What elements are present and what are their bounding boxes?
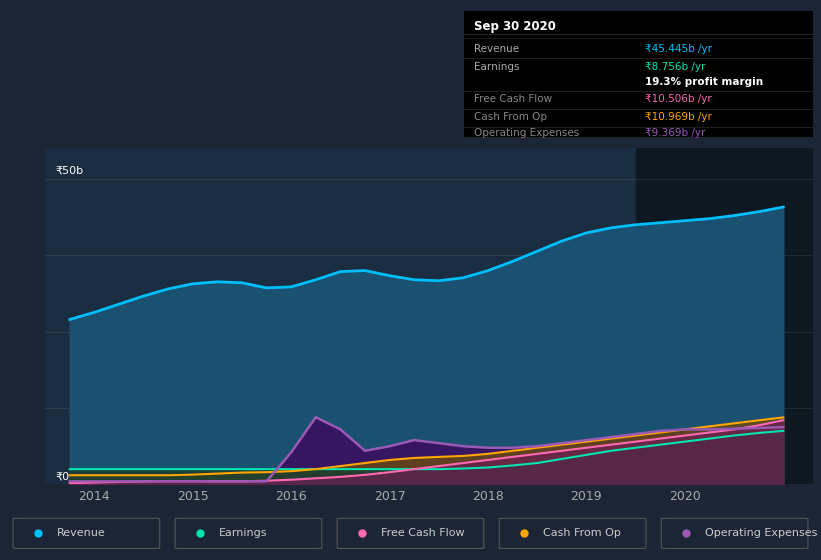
Text: Sep 30 2020: Sep 30 2020	[475, 20, 556, 33]
Text: Cash From Op: Cash From Op	[544, 529, 621, 538]
Text: Earnings: Earnings	[219, 529, 268, 538]
Text: ₹10.969b /yr: ₹10.969b /yr	[645, 112, 712, 122]
Text: ₹0: ₹0	[55, 472, 69, 482]
Text: ₹45.445b /yr: ₹45.445b /yr	[645, 44, 713, 54]
Text: Revenue: Revenue	[57, 529, 106, 538]
Text: 19.3% profit margin: 19.3% profit margin	[645, 77, 764, 87]
Bar	[635, 148, 813, 484]
Text: Operating Expenses: Operating Expenses	[705, 529, 818, 538]
Text: Free Cash Flow: Free Cash Flow	[381, 529, 465, 538]
Text: Free Cash Flow: Free Cash Flow	[475, 95, 553, 104]
Text: ₹10.506b /yr: ₹10.506b /yr	[645, 95, 712, 104]
Text: Earnings: Earnings	[475, 62, 520, 72]
Text: ₹9.369b /yr: ₹9.369b /yr	[645, 128, 706, 138]
Text: Operating Expenses: Operating Expenses	[475, 128, 580, 138]
Text: ₹8.756b /yr: ₹8.756b /yr	[645, 62, 706, 72]
Text: ₹50b: ₹50b	[55, 166, 83, 176]
Text: Revenue: Revenue	[475, 44, 520, 54]
Text: Cash From Op: Cash From Op	[475, 112, 548, 122]
